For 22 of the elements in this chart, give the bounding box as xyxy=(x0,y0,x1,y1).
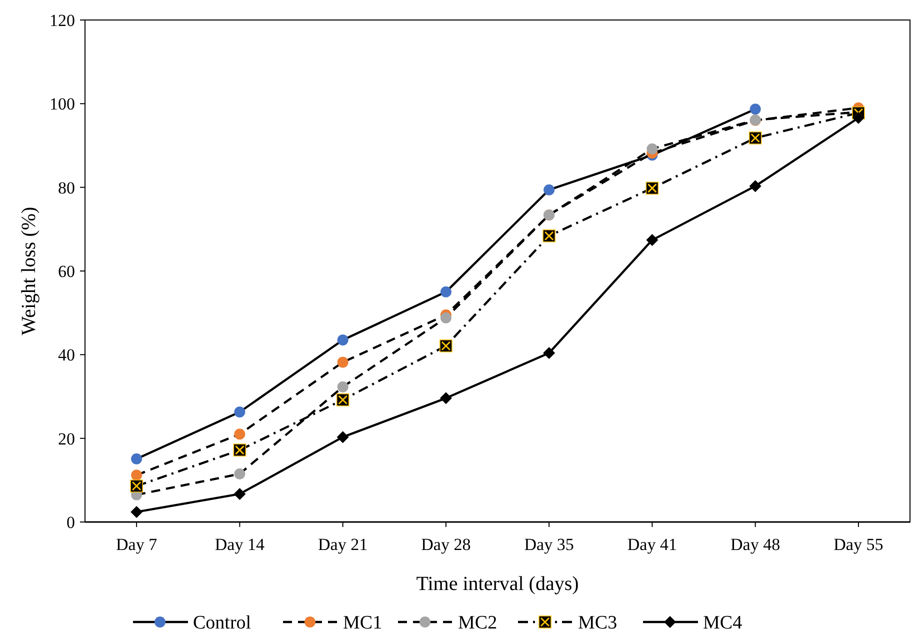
legend-label: MC2 xyxy=(458,612,498,634)
x-tick-label: Day 21 xyxy=(318,535,368,554)
y-tick-label: 120 xyxy=(50,10,75,30)
x-tick-label: Day 55 xyxy=(834,535,884,554)
y-tick-label: 80 xyxy=(58,178,75,198)
legend-label: MC1 xyxy=(343,612,382,634)
y-tick-label: 40 xyxy=(58,346,75,365)
y-axis-title: Weight loss (%) xyxy=(18,206,40,336)
y-tick-label: 20 xyxy=(58,429,75,448)
y-tick-label: 60 xyxy=(58,262,75,281)
y-tick-label: 100 xyxy=(50,94,75,114)
x-tick-label: Day 14 xyxy=(214,535,265,554)
x-tick-label: Day 35 xyxy=(524,535,574,554)
legend-label: Control xyxy=(193,612,252,634)
x-tick-label: Day 41 xyxy=(627,535,677,554)
legend-label: MC3 xyxy=(578,612,618,634)
y-tick-label: 0 xyxy=(66,512,75,532)
x-tick-label: Day 7 xyxy=(116,535,158,554)
x-tick-label: Day 28 xyxy=(421,535,471,554)
x-axis-title: Time interval (days) xyxy=(416,573,579,595)
x-tick-label: Day 48 xyxy=(730,535,780,554)
legend-label: MC4 xyxy=(703,612,743,634)
